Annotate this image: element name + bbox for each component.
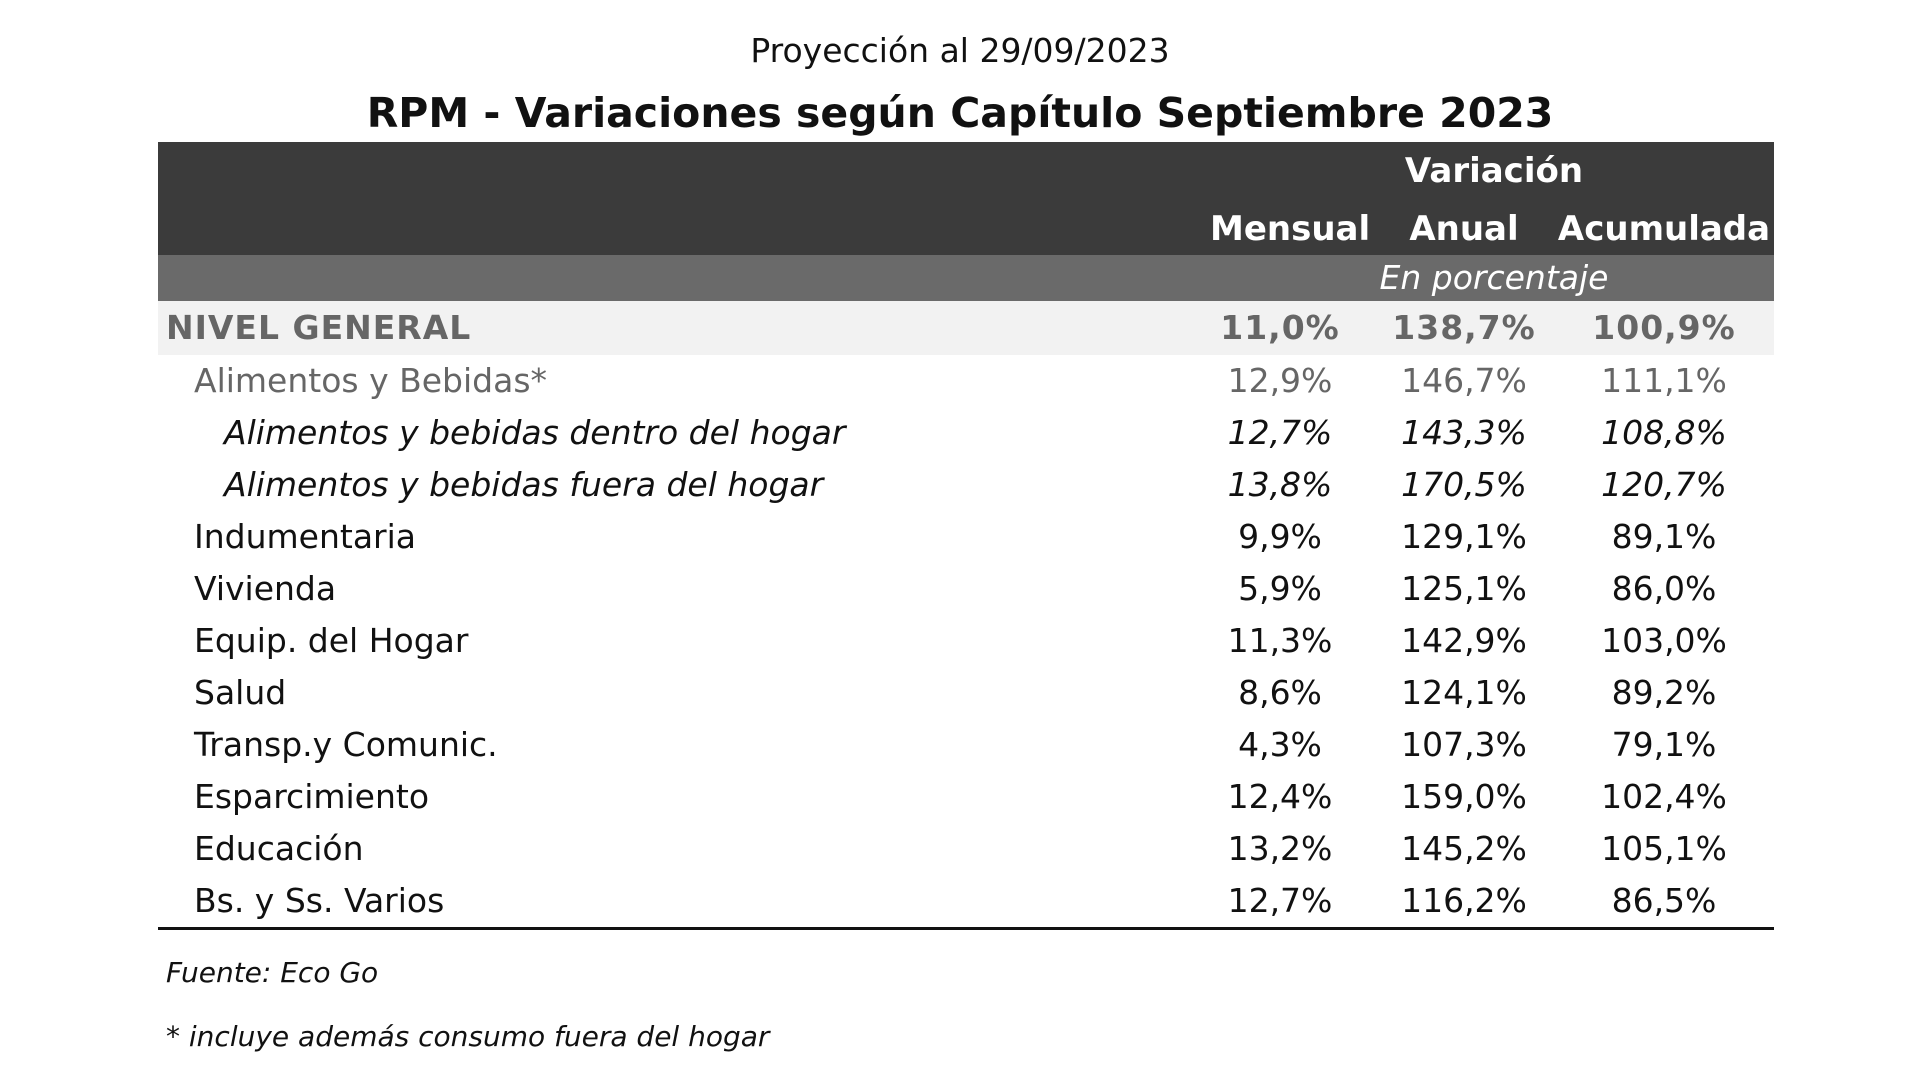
table-row: Alimentos y Bebidas* 12,9% 146,7% 111,1% <box>158 355 1774 407</box>
cell-acumulada: 103,0% <box>1601 621 1727 660</box>
cell-acumulada: 100,9% <box>1592 308 1736 347</box>
footnote: * incluye además consumo fuera del hogar <box>166 1020 770 1053</box>
cell-anual: 125,1% <box>1401 569 1527 608</box>
cell-anual: 124,1% <box>1401 673 1527 712</box>
table-row: Alimentos y bebidas dentro del hogar 12,7… <box>158 407 1774 459</box>
table-row: Indumentaria 9,9% 129,1% 89,1% <box>158 511 1774 563</box>
chart-subtitle: Proyección al 29/09/2023 <box>750 31 1170 70</box>
row-label: Vivienda <box>194 569 337 608</box>
row-label: Alimentos y bebidas fuera del hogar <box>224 465 824 504</box>
table-header: Variación Mensual Anual Acumulada <box>158 142 1774 255</box>
cell-mensual: 12,9% <box>1227 361 1333 400</box>
cell-mensual: 11,0% <box>1220 308 1340 347</box>
cell-acumulada: 111,1% <box>1601 361 1727 400</box>
column-header-mensual: Mensual <box>1210 209 1371 249</box>
cell-mensual: 9,9% <box>1238 517 1322 556</box>
cell-acumulada: 120,7% <box>1601 465 1727 504</box>
row-label: Alimentos y Bebidas* <box>194 361 548 400</box>
table-body: NIVEL GENERAL 11,0% 138,7% 100,9% Alimentos … <box>158 301 1774 927</box>
column-header-acumulada: Acumulada <box>1557 209 1771 249</box>
table-row: NIVEL GENERAL 11,0% 138,7% 100,9% <box>158 301 1774 355</box>
row-label: Bs. y Ss. Varios <box>194 881 445 920</box>
cell-anual: 146,7% <box>1401 361 1527 400</box>
column-header-anual: Anual <box>1409 209 1519 249</box>
cell-anual: 170,5% <box>1401 465 1527 504</box>
group-header-variacion: Variación <box>1404 151 1584 191</box>
cell-acumulada: 102,4% <box>1601 777 1727 816</box>
cell-anual: 138,7% <box>1392 308 1536 347</box>
cell-anual: 107,3% <box>1401 725 1527 764</box>
table-row: Educación 13,2% 145,2% 105,1% <box>158 823 1774 875</box>
cell-acumulada: 89,1% <box>1611 517 1717 556</box>
row-label: Equip. del Hogar <box>194 621 469 660</box>
row-label: NIVEL GENERAL <box>166 308 472 347</box>
unit-label: En porcentaje <box>1379 258 1609 297</box>
table-row: Transp.y Comunic. 4,3% 107,3% 79,1% <box>158 719 1774 771</box>
cell-mensual: 12,7% <box>1227 413 1333 452</box>
table-row: Equip. del Hogar 11,3% 142,9% 103,0% <box>158 615 1774 667</box>
cell-mensual: 11,3% <box>1227 621 1333 660</box>
table-row: Vivienda 5,9% 125,1% 86,0% <box>158 563 1774 615</box>
table-bottom-rule <box>158 927 1774 930</box>
table-row: Bs. y Ss. Varios 12,7% 116,2% 86,5% <box>158 875 1774 927</box>
table-row: Alimentos y bebidas fuera del hogar 13,8%… <box>158 459 1774 511</box>
cell-anual: 142,9% <box>1401 621 1527 660</box>
row-label: Transp.y Comunic. <box>194 725 498 764</box>
cell-anual: 129,1% <box>1401 517 1527 556</box>
cell-mensual: 12,4% <box>1227 777 1333 816</box>
cell-acumulada: 86,5% <box>1611 881 1717 920</box>
table-row: Esparcimiento 12,4% 159,0% 102,4% <box>158 771 1774 823</box>
row-label: Salud <box>194 673 287 712</box>
unit-band: En porcentaje <box>158 255 1774 301</box>
data-table: Variación Mensual Anual Acumulada En por… <box>158 142 1774 930</box>
cell-acumulada: 105,1% <box>1601 829 1727 868</box>
table-row: Salud 8,6% 124,1% 89,2% <box>158 667 1774 719</box>
source-note: Fuente: Eco Go <box>166 956 379 989</box>
chart-title: RPM - Variaciones según Capítulo Septiem… <box>366 89 1554 137</box>
cell-mensual: 12,7% <box>1227 881 1333 920</box>
row-label: Educación <box>194 829 364 868</box>
cell-acumulada: 89,2% <box>1611 673 1717 712</box>
row-label: Esparcimiento <box>194 777 430 816</box>
cell-anual: 159,0% <box>1401 777 1527 816</box>
cell-mensual: 5,9% <box>1238 569 1322 608</box>
row-label: Indumentaria <box>194 517 416 556</box>
cell-acumulada: 86,0% <box>1611 569 1717 608</box>
cell-anual: 145,2% <box>1401 829 1527 868</box>
cell-acumulada: 108,8% <box>1601 413 1727 452</box>
row-label: Alimentos y bebidas dentro del hogar <box>224 413 846 452</box>
cell-anual: 116,2% <box>1401 881 1527 920</box>
cell-mensual: 4,3% <box>1238 725 1322 764</box>
cell-mensual: 13,8% <box>1227 465 1333 504</box>
cell-acumulada: 79,1% <box>1611 725 1717 764</box>
cell-mensual: 8,6% <box>1238 673 1322 712</box>
cell-mensual: 13,2% <box>1227 829 1333 868</box>
cell-anual: 143,3% <box>1401 413 1527 452</box>
